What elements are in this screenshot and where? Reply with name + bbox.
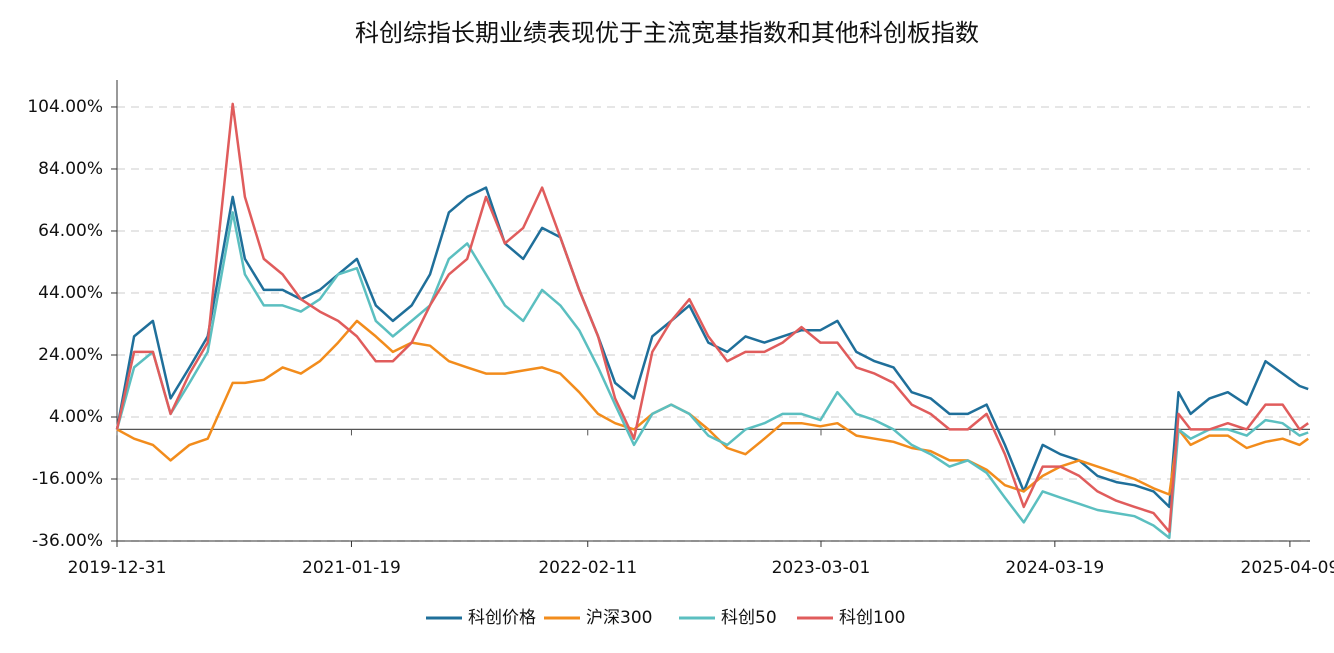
legend-label: 科创100 [839,608,905,628]
x-tick-label: 2019-12-31 [68,558,167,578]
y-tick-label: 64.00% [38,221,103,241]
y-tick-label: 4.00% [49,407,103,427]
x-tick-label: 2023-03-01 [772,558,871,578]
chart-title: 科创综指长期业绩表现优于主流宽基指数和其他科创板指数 [355,19,979,47]
y-tick-label: -16.00% [32,469,103,489]
y-tick-label: 44.00% [38,283,103,303]
series-line [115,211,1309,540]
x-tick-label: 2021-01-19 [302,558,401,578]
x-tick-label: 2024-03-19 [1005,558,1104,578]
legend-label: 沪深300 [586,608,652,628]
series-line [115,102,1309,533]
legend-label: 科创50 [721,608,777,628]
x-tick-label: 2022-02-11 [538,558,637,578]
series-line [116,319,1309,496]
y-tick-label: 104.00% [27,97,103,117]
y-tick-label: 84.00% [38,159,103,179]
legend-label: 科创价格 [468,608,536,628]
y-tick-label: -36.00% [32,531,103,551]
y-tick-label: 24.00% [38,345,103,365]
series-line [115,186,1309,509]
x-tick-label: 2025-04-09 [1241,558,1334,578]
